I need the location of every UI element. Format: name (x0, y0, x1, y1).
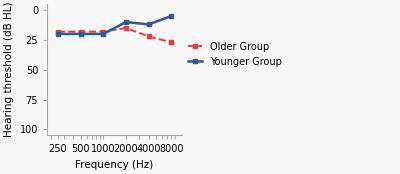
Older Group (146, 35, 151, 37)
Line: Older Group: Older Group (56, 26, 173, 44)
Older Group (78, 30, 83, 33)
Older Group (101, 30, 106, 33)
Line: Younger Group: Younger Group (56, 14, 173, 36)
Younger Group (169, 15, 174, 17)
X-axis label: Frequency (Hz): Frequency (Hz) (75, 160, 154, 170)
Older Group (56, 30, 60, 33)
Younger Group (124, 21, 128, 23)
Y-axis label: Hearing threshold (dB HL): Hearing threshold (dB HL) (4, 2, 14, 137)
Younger Group (146, 23, 151, 25)
Younger Group (78, 33, 83, 35)
Older Group (169, 41, 174, 43)
Legend: Older Group, Younger Group: Older Group, Younger Group (188, 42, 282, 67)
Older Group (124, 27, 128, 29)
Younger Group (56, 33, 60, 35)
Younger Group (101, 33, 106, 35)
